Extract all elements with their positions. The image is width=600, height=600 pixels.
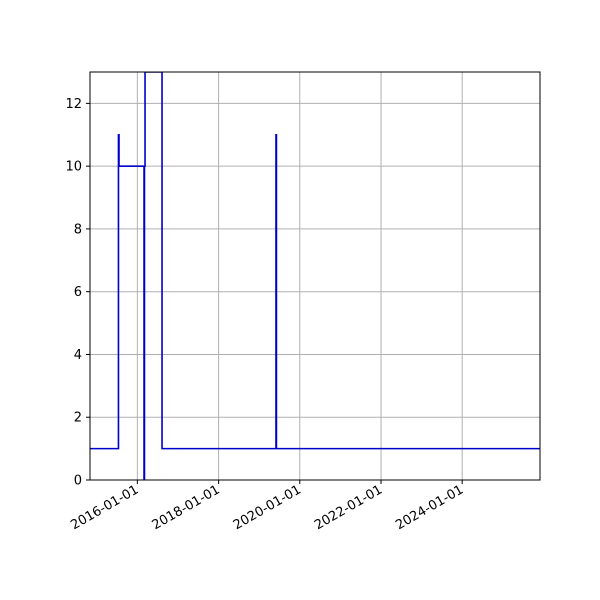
x-tick-label: 2022-01-01 <box>312 482 385 533</box>
y-tick-label: 0 <box>74 474 82 489</box>
x-tick-label: 2018-01-01 <box>150 482 223 533</box>
y-axis: 0 2 4 6 8 10 12 <box>65 97 90 489</box>
x-tick-label: 2020-01-01 <box>231 482 304 533</box>
x-tick-label: 2016-01-01 <box>68 482 141 533</box>
series-line-0 <box>90 72 540 480</box>
y-tick-label: 12 <box>65 97 82 112</box>
grid <box>90 72 540 481</box>
y-tick-label: 2 <box>74 411 82 426</box>
y-tick-label: 4 <box>74 348 82 363</box>
series-layer <box>90 72 540 480</box>
x-tick-label: 2024-01-01 <box>393 482 466 533</box>
y-tick-label: 10 <box>65 160 82 175</box>
plot-frame <box>89 71 541 481</box>
y-tick-label: 6 <box>74 285 82 300</box>
x-axis: 2016-01-01 2018-01-01 2020-01-01 2022-01-01… <box>68 480 466 533</box>
y-tick-label: 8 <box>74 222 82 237</box>
